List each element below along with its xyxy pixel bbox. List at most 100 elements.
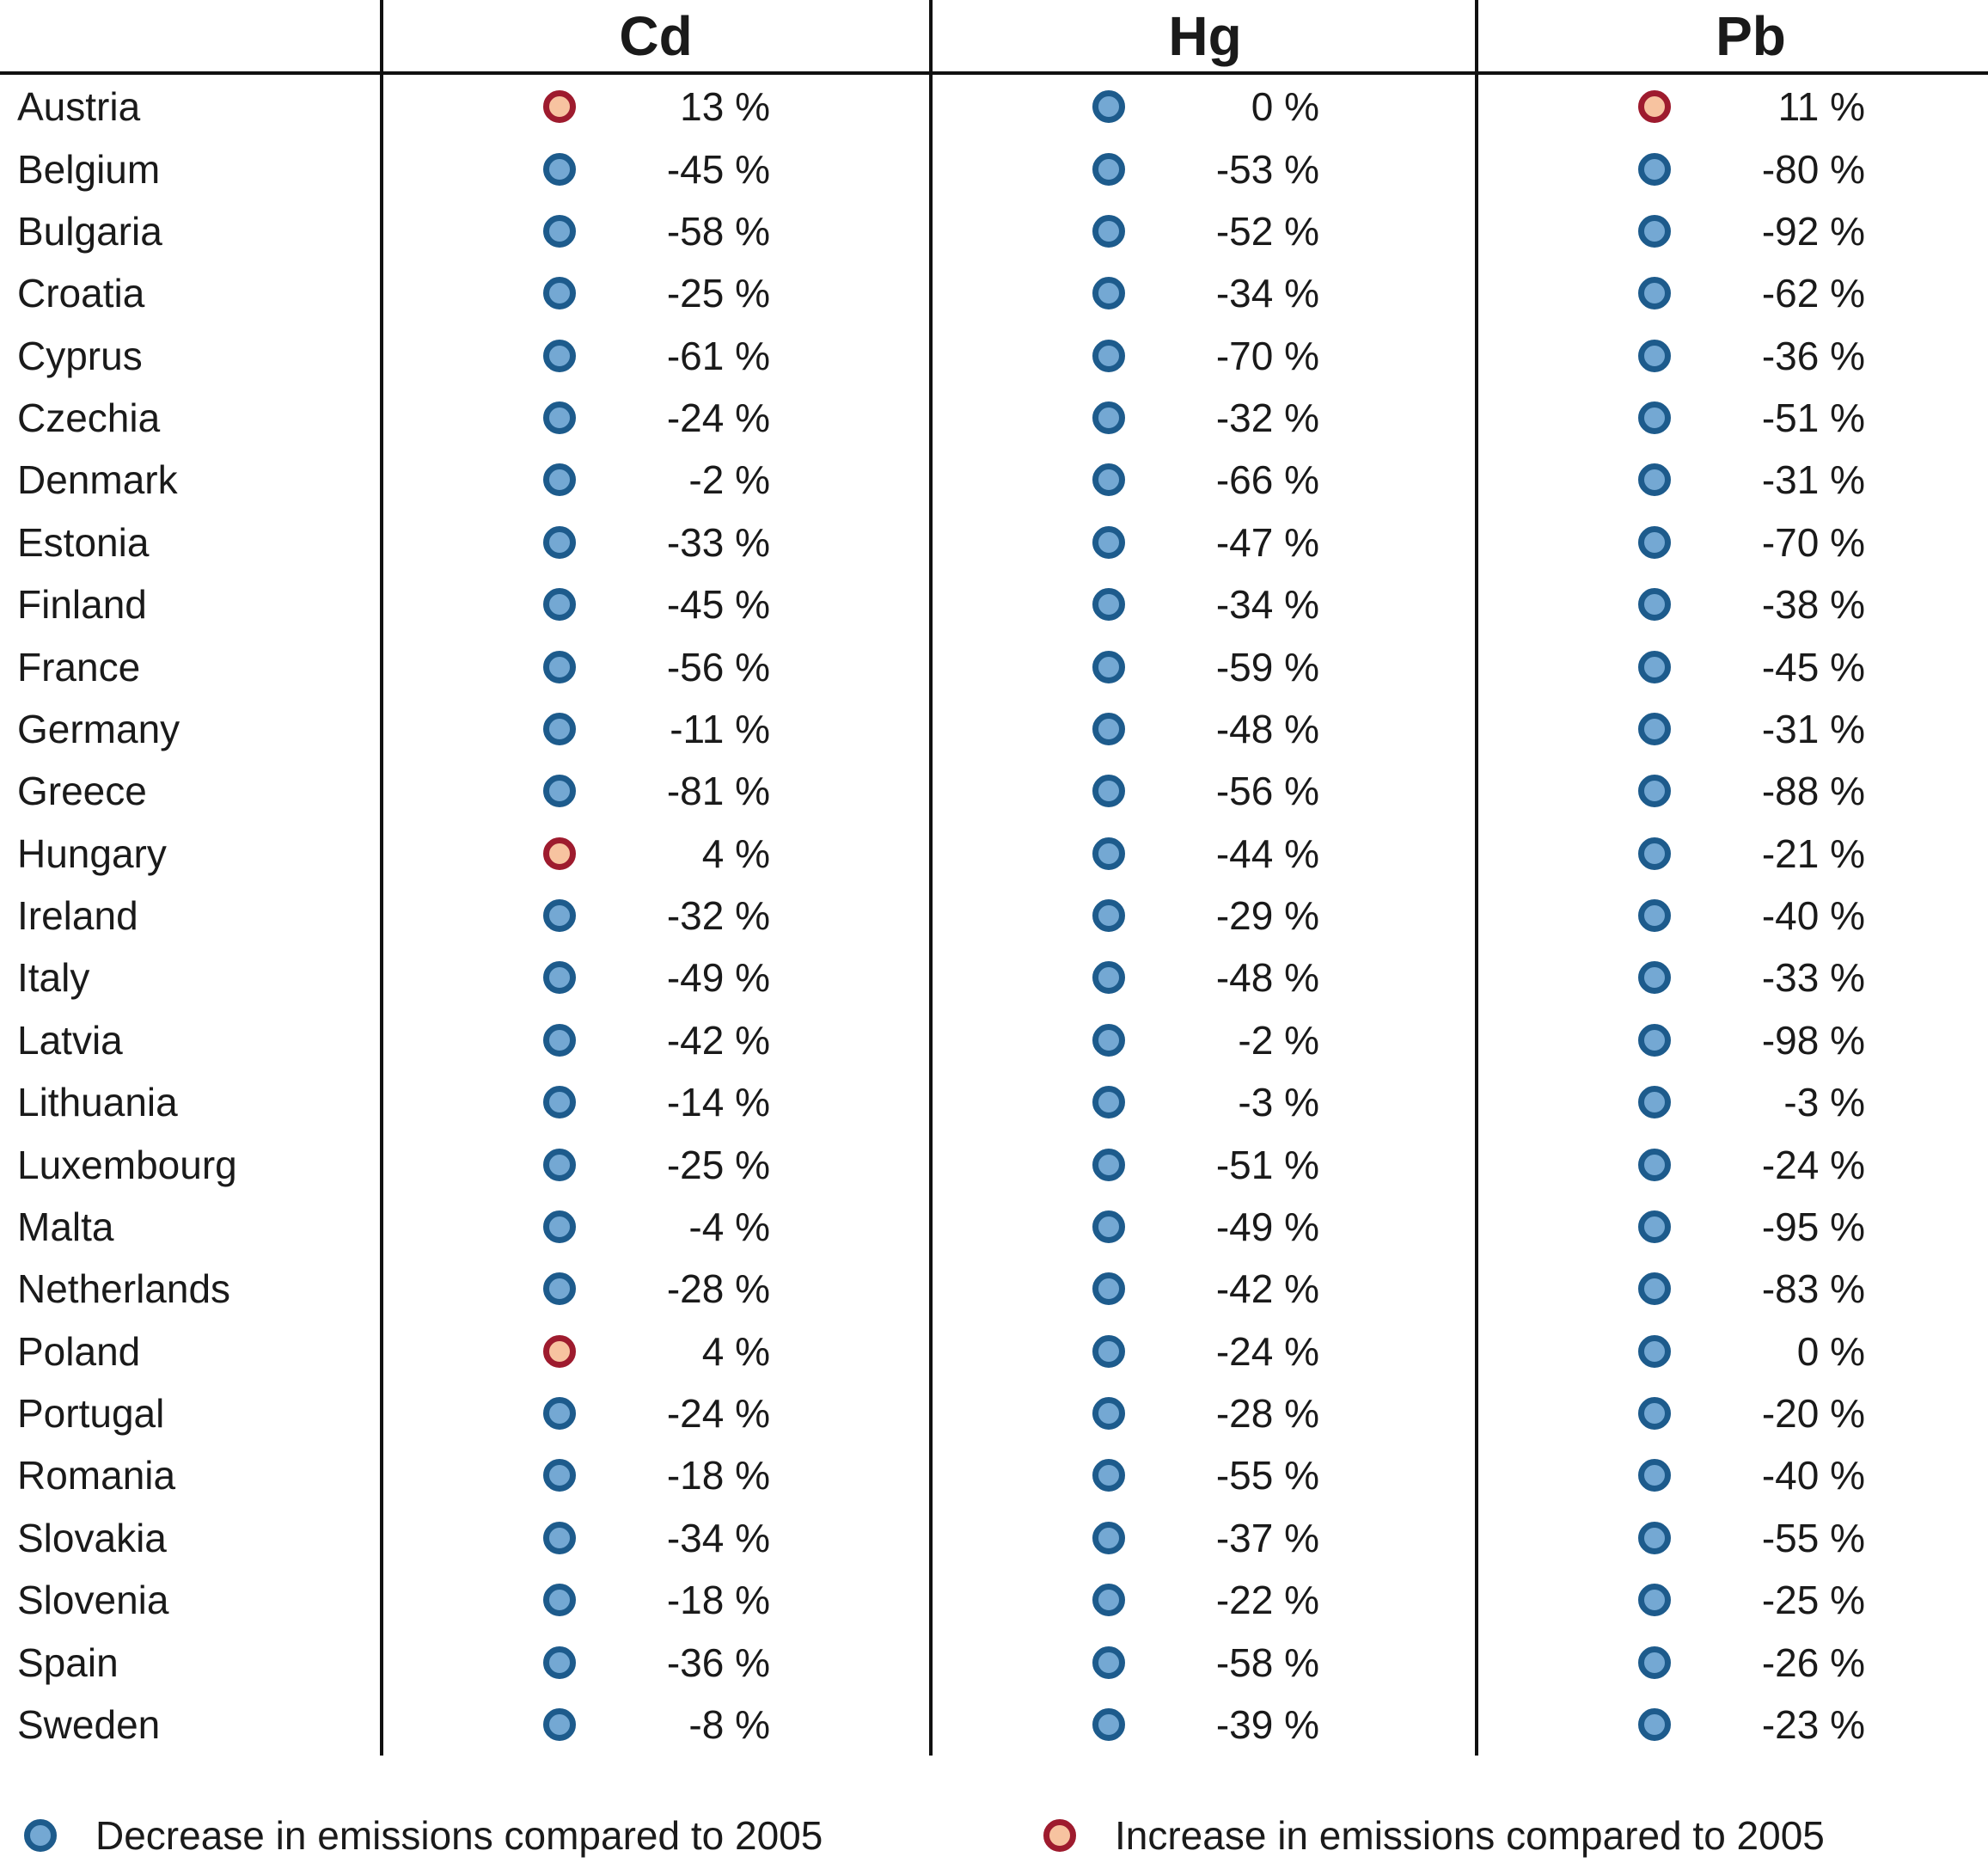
cell-pb: -31 %	[1477, 698, 1988, 760]
table-row: Spain -36 % -58 % -26 %	[0, 1631, 1988, 1693]
value-label: -56 %	[666, 644, 770, 689]
value-label: -31 %	[1761, 706, 1865, 751]
decrease-dot-icon	[1638, 1707, 1671, 1741]
value-label: -34 %	[1215, 582, 1319, 628]
cell-pb: -31 %	[1477, 449, 1988, 511]
value-label: -32 %	[666, 893, 770, 939]
cell-pb: -25 %	[1477, 1569, 1988, 1631]
decrease-dot-icon	[543, 152, 576, 186]
cell-pb: -26 %	[1477, 1631, 1988, 1693]
cell-hg: -59 %	[931, 635, 1477, 697]
legend-increase: Increase in emissions compared to 2005	[1043, 1813, 1825, 1858]
value-label: -31 %	[1761, 457, 1865, 503]
country-label: Latvia	[17, 1017, 123, 1063]
cell-pb: -62 %	[1477, 262, 1988, 324]
decrease-dot-icon	[543, 1148, 576, 1181]
decrease-dot-icon	[1092, 1707, 1125, 1741]
cell-pb: -88 %	[1477, 760, 1988, 822]
cell-cd: -34 %	[382, 1507, 931, 1569]
country-label: Netherlands	[17, 1266, 231, 1312]
value-label: -25 %	[666, 271, 770, 316]
decrease-dot-icon	[1092, 214, 1125, 248]
cell-cd: -24 %	[382, 1382, 931, 1444]
value-label: -26 %	[1761, 1639, 1865, 1685]
decrease-dot-icon	[1638, 401, 1671, 435]
value-label: -45 %	[1761, 644, 1865, 689]
cell-cd: -14 %	[382, 1071, 931, 1133]
value-label: -23 %	[1761, 1701, 1865, 1747]
decrease-dot-icon	[1638, 1023, 1671, 1057]
cell-hg: -53 %	[931, 138, 1477, 199]
table-row: Belgium -45 % -53 % -80 %	[0, 138, 1988, 199]
table-row: Lithuania -14 % -3 % -3 %	[0, 1071, 1988, 1133]
table-row: Denmark -2 % -66 % -31 %	[0, 449, 1988, 511]
value-label: -88 %	[1761, 769, 1865, 814]
decrease-dot-icon	[1092, 90, 1125, 124]
value-label: -45 %	[666, 146, 770, 192]
value-label: -36 %	[1761, 333, 1865, 378]
value-label: -52 %	[1215, 208, 1319, 254]
value-label: -33 %	[1761, 955, 1865, 1001]
increase-dot-icon	[543, 90, 576, 124]
table-row: Hungary 4 % -44 % -21 %	[0, 823, 1988, 885]
decrease-dot-icon	[1092, 1148, 1125, 1181]
country-label: Greece	[17, 769, 147, 814]
value-label: -20 %	[1761, 1391, 1865, 1437]
value-label: 4 %	[701, 830, 770, 876]
cell-cd: -81 %	[382, 760, 931, 822]
value-label: 0 %	[1251, 84, 1319, 130]
value-label: -51 %	[1761, 395, 1865, 441]
value-label: -2 %	[1238, 1017, 1319, 1063]
value-label: -38 %	[1761, 582, 1865, 628]
decrease-dot-icon	[1092, 525, 1125, 559]
cell-hg: -37 %	[931, 1507, 1477, 1569]
cell-pb: -23 %	[1477, 1694, 1988, 1756]
column-header-cd: Cd	[619, 4, 693, 67]
cell-hg: -51 %	[931, 1133, 1477, 1195]
value-label: -14 %	[666, 1080, 770, 1125]
decrease-dot-icon	[1092, 1086, 1125, 1119]
decrease-dot-icon	[1092, 339, 1125, 372]
table-row: Sweden -8 % -39 % -23 %	[0, 1694, 1988, 1756]
value-label: -11 %	[670, 706, 770, 751]
decrease-dot-icon	[1092, 837, 1125, 870]
cell-cd: 4 %	[382, 1321, 931, 1382]
decrease-dot-icon	[1638, 1645, 1671, 1679]
value-label: -55 %	[1761, 1515, 1865, 1560]
value-label: -98 %	[1761, 1017, 1865, 1063]
cell-pb: -20 %	[1477, 1382, 1988, 1444]
cell-pb: -95 %	[1477, 1196, 1988, 1258]
decrease-dot-icon	[543, 339, 576, 372]
value-label: 0 %	[1796, 1328, 1865, 1374]
decrease-dot-icon	[1638, 650, 1671, 683]
column-divider-3	[1475, 0, 1478, 1756]
table-row: Cyprus -61 % -70 % -36 %	[0, 325, 1988, 387]
value-label: -18 %	[666, 1453, 770, 1498]
value-label: -8 %	[688, 1701, 770, 1747]
cell-hg: 0 %	[931, 76, 1477, 138]
decrease-dot-icon	[543, 1210, 576, 1243]
decrease-dot-icon	[1092, 1397, 1125, 1431]
value-label: -4 %	[688, 1204, 770, 1249]
value-label: -24 %	[1215, 1328, 1319, 1374]
country-label: Czechia	[17, 395, 161, 441]
decrease-dot-icon	[1638, 525, 1671, 559]
cell-hg: -34 %	[931, 262, 1477, 324]
decrease-dot-icon	[543, 961, 576, 995]
cell-hg: -32 %	[931, 387, 1477, 449]
column-divider-1	[380, 0, 383, 1756]
decrease-dot-icon	[1092, 775, 1125, 808]
value-label: -22 %	[1215, 1578, 1319, 1623]
cell-hg: -48 %	[931, 698, 1477, 760]
value-label: -58 %	[666, 208, 770, 254]
cell-cd: -42 %	[382, 1009, 931, 1071]
country-label: Sweden	[17, 1701, 161, 1747]
value-label: -29 %	[1215, 893, 1319, 939]
table-row: Portugal -24 % -28 % -20 %	[0, 1382, 1988, 1444]
decrease-dot-icon	[1092, 899, 1125, 933]
value-label: -48 %	[1215, 955, 1319, 1001]
cell-pb: 0 %	[1477, 1321, 1988, 1382]
value-label: -56 %	[1215, 769, 1319, 814]
value-label: -40 %	[1761, 893, 1865, 939]
